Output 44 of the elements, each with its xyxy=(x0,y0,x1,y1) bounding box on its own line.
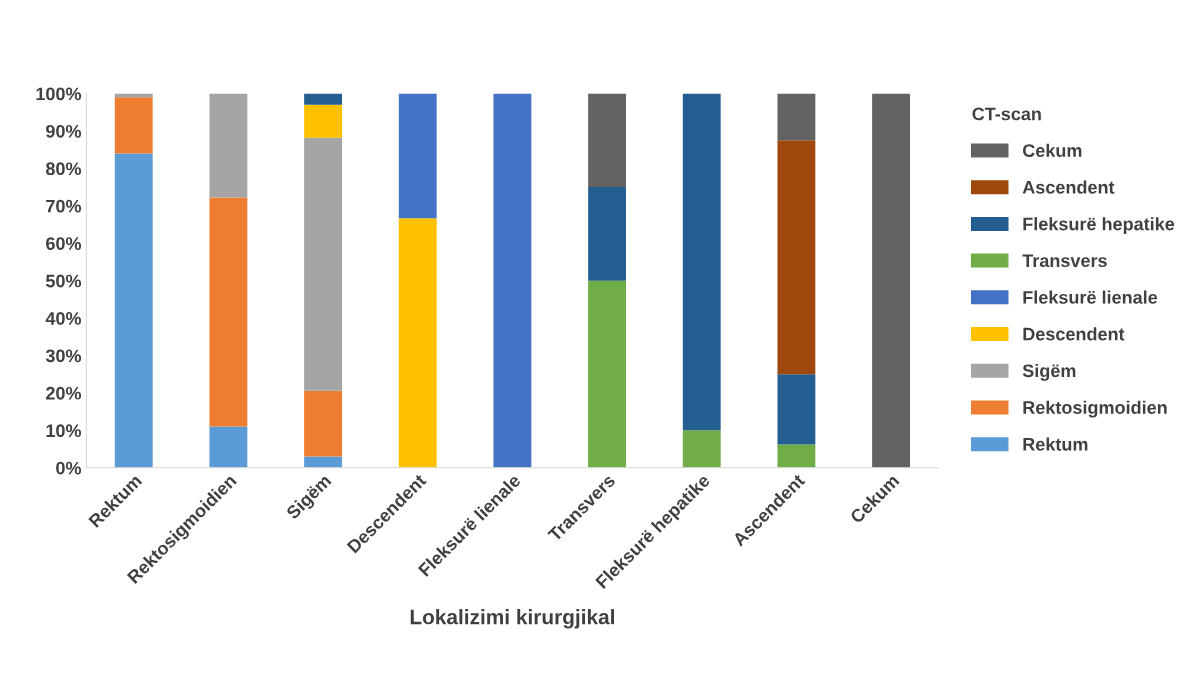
x-axis-title: Lokalizimi kirurgjikal xyxy=(410,609,614,629)
bar xyxy=(209,93,248,198)
y-tick-label: 20% xyxy=(46,386,82,400)
y-tick-label: 10% xyxy=(46,424,82,438)
y-tick-label: 70% xyxy=(46,199,82,213)
legend-label: Descendent xyxy=(1023,327,1125,341)
legend-label: Rektum xyxy=(1023,437,1088,451)
legend-label: Sigëm xyxy=(1022,363,1076,381)
bar xyxy=(209,197,248,427)
bar xyxy=(493,93,532,468)
bar xyxy=(398,93,437,219)
legend-title: CT-scan xyxy=(972,107,1041,121)
legend-label: Cekum xyxy=(1022,143,1082,158)
legend-label: Ascendent xyxy=(1022,180,1115,194)
legend-label: Fleksurë hepatike xyxy=(1023,217,1175,234)
bar xyxy=(304,390,342,457)
legend-label: Fleksurë lienale xyxy=(1023,290,1158,304)
bar xyxy=(304,93,342,105)
bar xyxy=(398,218,437,468)
bar xyxy=(777,93,816,141)
y-tick-label: 100% xyxy=(36,87,82,101)
bar xyxy=(777,374,816,445)
legend-label: Transvers xyxy=(1022,254,1107,268)
bar xyxy=(588,93,626,188)
y-tick-label: 80% xyxy=(45,162,82,176)
bar xyxy=(777,140,816,375)
bar xyxy=(682,430,721,468)
bar xyxy=(114,97,153,154)
bar xyxy=(588,280,626,468)
bar xyxy=(872,93,910,468)
bar xyxy=(304,137,342,391)
y-tick-label: 50% xyxy=(45,274,82,288)
y-tick-label: 30% xyxy=(45,349,82,363)
bar xyxy=(209,426,248,468)
bar xyxy=(777,444,816,468)
y-tick-label: 90% xyxy=(46,124,82,138)
bar xyxy=(682,93,721,431)
legend-label: Rektosigmoidien xyxy=(1023,400,1167,418)
bar xyxy=(304,104,342,138)
bar xyxy=(588,187,626,281)
bar xyxy=(114,153,153,468)
y-tick-label: 0% xyxy=(56,461,82,475)
y-tick-label: 60% xyxy=(46,237,82,250)
y-tick-label: 40% xyxy=(45,312,82,325)
